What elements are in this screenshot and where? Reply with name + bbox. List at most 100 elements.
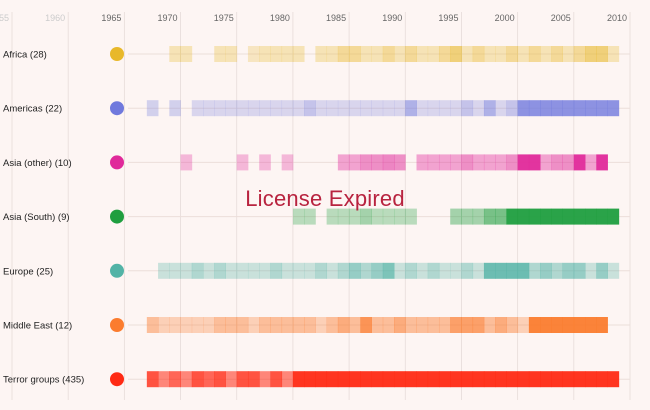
year-cell bbox=[461, 154, 474, 171]
year-cell bbox=[394, 46, 406, 62]
row-label: Middle East (12) bbox=[3, 321, 72, 332]
year-cell bbox=[517, 100, 530, 117]
year-cell bbox=[573, 46, 586, 62]
year-cell bbox=[607, 46, 620, 62]
year-cell bbox=[394, 317, 406, 333]
year-cell bbox=[495, 262, 507, 279]
row-label: Europe (25) bbox=[3, 266, 53, 277]
year-cell bbox=[573, 317, 586, 333]
year-cell bbox=[326, 317, 339, 333]
year-cell bbox=[180, 317, 193, 333]
year-cell bbox=[214, 317, 226, 333]
year-cell bbox=[247, 46, 260, 62]
year-cell bbox=[461, 46, 474, 62]
year-cell bbox=[551, 317, 563, 333]
year-cell bbox=[405, 208, 417, 225]
year-cell bbox=[596, 46, 608, 62]
year-cell bbox=[371, 371, 384, 388]
year-cell bbox=[236, 317, 249, 333]
year-cell bbox=[270, 100, 283, 117]
year-cell bbox=[371, 262, 384, 279]
year-cell bbox=[472, 317, 485, 333]
year-cell bbox=[247, 371, 260, 388]
year-cell bbox=[596, 100, 608, 117]
year-cell bbox=[360, 371, 372, 388]
year-cell bbox=[169, 371, 181, 388]
year-cell bbox=[371, 46, 384, 62]
year-cell bbox=[214, 262, 226, 279]
year-cell bbox=[461, 371, 474, 388]
x-tick-label: 1970 bbox=[158, 13, 178, 23]
year-cell bbox=[416, 371, 429, 388]
year-cell bbox=[292, 46, 305, 62]
year-cell bbox=[450, 46, 462, 62]
year-cell bbox=[585, 371, 597, 388]
year-cell bbox=[281, 317, 294, 333]
year-cell bbox=[506, 262, 519, 279]
year-cell bbox=[607, 100, 620, 117]
year-cell bbox=[360, 46, 372, 62]
x-tick-label: 2010 bbox=[607, 13, 627, 23]
year-cell bbox=[596, 371, 608, 388]
row-marker-dot bbox=[110, 209, 124, 224]
year-cell bbox=[326, 208, 339, 225]
year-cell bbox=[483, 154, 496, 171]
year-cell bbox=[146, 100, 159, 117]
year-cell bbox=[259, 371, 271, 388]
year-cell bbox=[349, 100, 361, 117]
year-cell bbox=[472, 371, 485, 388]
year-cell bbox=[585, 317, 597, 333]
row-5: Middle East (12) bbox=[3, 317, 630, 333]
year-cell bbox=[585, 262, 597, 279]
x-tick-label: 1960 bbox=[45, 13, 65, 23]
year-cell bbox=[326, 46, 339, 62]
year-cell bbox=[450, 317, 462, 333]
year-cell bbox=[562, 317, 575, 333]
year-cell bbox=[326, 262, 339, 279]
row-4: Europe (25) bbox=[3, 262, 630, 279]
year-cell bbox=[540, 46, 552, 62]
year-cell bbox=[225, 371, 238, 388]
year-cell bbox=[562, 46, 575, 62]
year-cell bbox=[483, 46, 496, 62]
year-cell bbox=[506, 317, 519, 333]
year-cell bbox=[438, 262, 451, 279]
year-cell bbox=[405, 100, 417, 117]
year-cell bbox=[349, 317, 361, 333]
year-cell bbox=[551, 46, 563, 62]
year-cell bbox=[270, 262, 283, 279]
year-cell bbox=[495, 371, 507, 388]
year-cell bbox=[203, 317, 215, 333]
year-cell bbox=[540, 317, 552, 333]
year-cell bbox=[360, 317, 372, 333]
year-cell bbox=[472, 100, 485, 117]
year-cell bbox=[281, 371, 294, 388]
year-cell bbox=[551, 100, 563, 117]
year-cell bbox=[427, 100, 440, 117]
year-cell bbox=[247, 317, 260, 333]
year-cell bbox=[169, 46, 181, 62]
year-cell bbox=[551, 208, 563, 225]
year-cell bbox=[596, 154, 608, 171]
year-cell bbox=[169, 100, 181, 117]
year-cell bbox=[416, 46, 429, 62]
year-cell bbox=[281, 46, 294, 62]
year-cell bbox=[259, 46, 271, 62]
row-label: Asia (South) (9) bbox=[3, 212, 70, 223]
year-cell bbox=[540, 208, 552, 225]
row-marker-dot bbox=[110, 101, 124, 116]
year-cell bbox=[382, 371, 395, 388]
year-cell bbox=[607, 371, 620, 388]
year-cell bbox=[360, 154, 372, 171]
x-tick-label: 2005 bbox=[551, 13, 571, 23]
year-cell bbox=[562, 100, 575, 117]
year-cell bbox=[596, 262, 608, 279]
year-cell bbox=[225, 100, 238, 117]
year-cell bbox=[304, 262, 316, 279]
year-cell bbox=[191, 100, 204, 117]
year-cell bbox=[146, 317, 159, 333]
year-cell bbox=[596, 208, 608, 225]
year-cell bbox=[483, 208, 496, 225]
year-cell bbox=[450, 100, 462, 117]
